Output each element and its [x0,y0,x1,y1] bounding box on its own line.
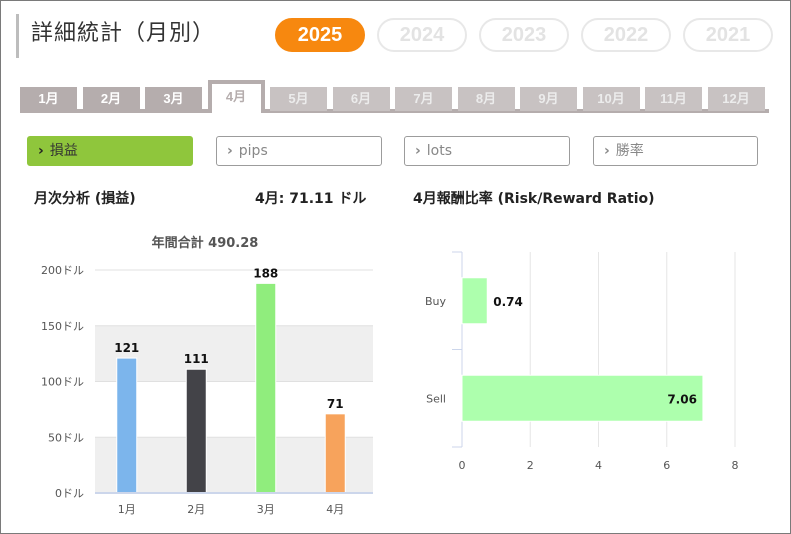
year-2024-button[interactable]: 2024 [377,18,467,52]
monthly-analysis-title: 月次分析 (損益) [34,191,136,207]
month-summary: 4月: 71.11 ドル [255,191,367,207]
tab-month-11[interactable]: 11月 [645,87,702,111]
tab-month-7[interactable]: 7月 [395,87,452,111]
x-tick-label: 4 [595,459,602,472]
monthly-pnl-chart: 0ドル 50ドル 100ドル 150ドル 200ドル 年間合計 490.28 121 1月 11… [41,235,373,516]
y-category-label: Sell [426,392,446,405]
bar[interactable] [255,282,277,494]
tab-month-10[interactable]: 10月 [582,87,640,111]
x-tick-label: 2 [527,459,534,472]
chart-title: 年間合計 490.28 [152,235,259,251]
tab-month-9[interactable]: 9月 [520,87,577,111]
chevron-right-icon: › [227,143,233,159]
year-selector: 2025 2024 2023 2022 2021 [275,18,773,52]
bar[interactable] [324,413,346,494]
bar-value-label: 0.74 [493,295,523,309]
x-tick-label: 0 [459,459,466,472]
bar[interactable] [461,277,488,325]
x-tick-label: 1月 [118,503,136,516]
year-2025-button[interactable]: 2025 [275,18,365,52]
bar[interactable] [185,368,207,494]
tab-month-4[interactable]: 4月 [207,80,265,113]
bar-value-label: 188 [253,266,278,280]
year-2023-button[interactable]: 2023 [479,18,569,52]
y-tick-label: 100ドル [41,376,84,389]
metric-label: 勝率 [615,143,644,159]
x-tick-label: 3月 [257,503,275,516]
y-category-label: Buy [425,295,447,308]
y-tick-label: 200ドル [41,264,84,277]
metric-pnl-button[interactable]: › 損益 [27,136,193,166]
metric-label: lots [426,143,453,159]
year-2021-button[interactable]: 2021 [683,18,773,52]
risk-reward-chart: 0 2 4 6 8 0.74 Buy 7.06 Sell [425,251,739,472]
chevron-right-icon: › [38,143,44,159]
bar-value-label: 7.06 [667,392,697,406]
tab-month-12[interactable]: 12月 [707,87,765,111]
y-tick-label: 150ドル [41,320,84,333]
metric-label: 損益 [49,143,78,159]
metric-pips-button[interactable]: › pips [216,136,382,166]
x-tick-label: 8 [732,459,739,472]
chevron-right-icon: › [604,143,610,159]
tab-month-5[interactable]: 5月 [270,87,327,111]
tab-month-2[interactable]: 2月 [82,87,140,111]
tab-month-8[interactable]: 8月 [457,87,515,111]
metric-lots-button[interactable]: › lots [404,136,570,166]
bar[interactable] [461,374,704,422]
x-tick-label: 4月 [326,503,344,516]
plot-band [95,325,373,382]
y-tick-label: 50ドル [48,431,84,444]
year-2022-button[interactable]: 2022 [581,18,671,52]
month-tabs: 1月 2月 3月 4月 5月 6月 7月 8月 9月 10月 11月 12月 [20,80,769,114]
bar[interactable] [116,357,138,494]
x-tick-label: 6 [663,459,670,472]
tab-month-6[interactable]: 6月 [332,87,390,111]
metric-label: pips [238,143,268,159]
month-tabs-baseline [20,109,769,113]
bar-value-label: 111 [184,352,209,366]
chevron-right-icon: › [415,143,421,159]
page-title: 詳細統計（月別） [16,14,215,58]
ratio-title: 4月報酬比率 (Risk/Reward Ratio) [413,191,655,207]
y-tick-label: 0ドル [55,487,84,500]
x-tick-label: 2月 [187,503,205,516]
bar-value-label: 71 [327,397,344,411]
tab-month-1[interactable]: 1月 [20,87,77,111]
tab-month-3[interactable]: 3月 [145,87,202,111]
bar-value-label: 121 [114,341,139,355]
metric-winrate-button[interactable]: › 勝率 [593,136,758,166]
